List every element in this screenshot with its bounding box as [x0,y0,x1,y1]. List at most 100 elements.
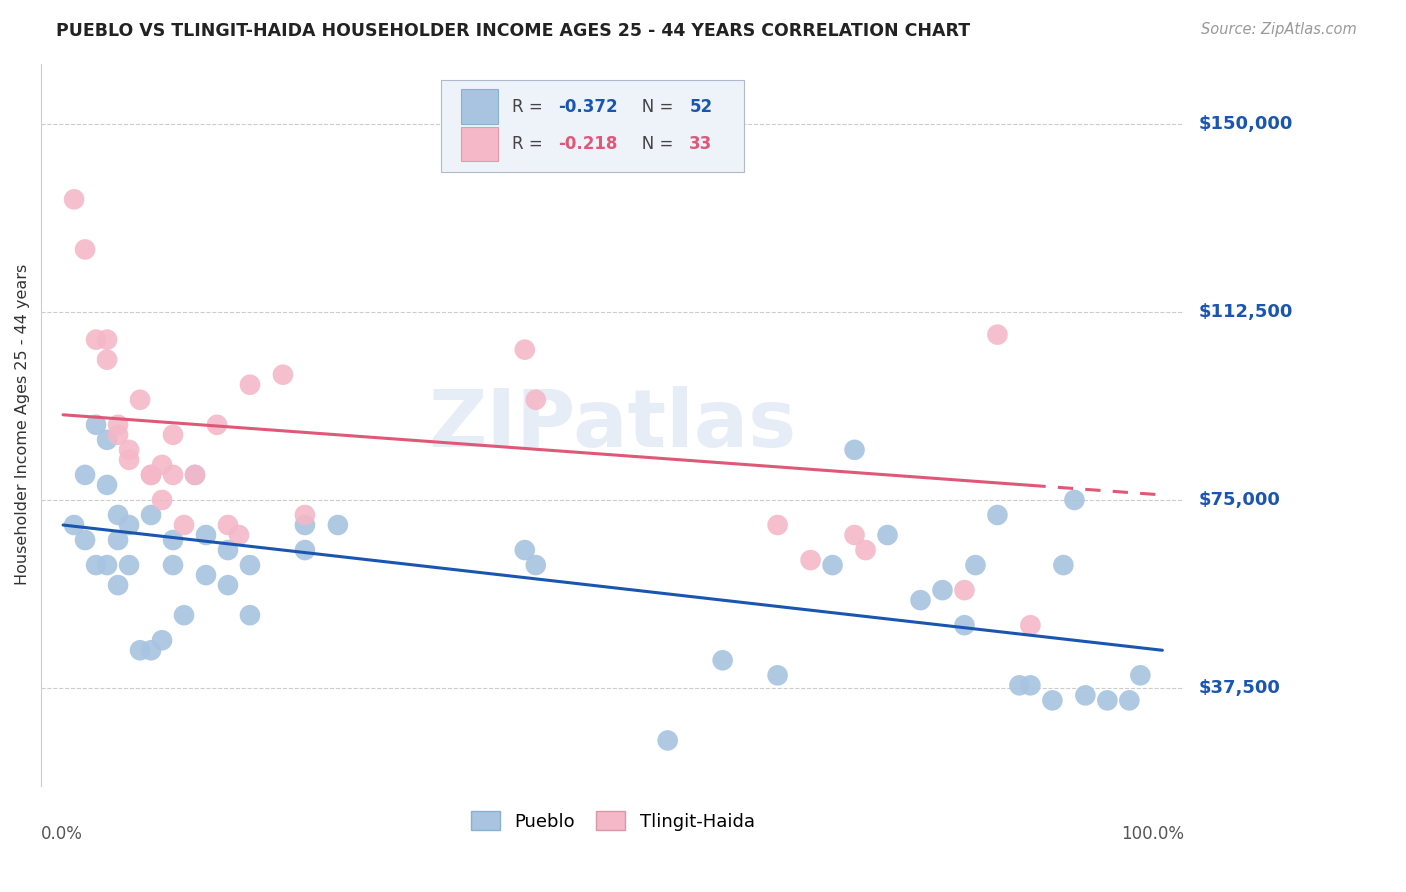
Point [107,578,129,592]
Point [173,518,195,533]
Point [294,508,316,522]
Point [1052,558,1074,573]
Point [876,528,898,542]
Point [139,508,162,522]
Text: $75,000: $75,000 [1198,491,1279,509]
Point [150,633,173,648]
Point [75,533,97,547]
Point [75,243,97,257]
Point [96,352,118,367]
Point [271,368,294,382]
Point [986,508,1008,522]
Point [1097,693,1119,707]
Point [294,543,316,558]
Point [844,528,866,542]
Point [657,733,679,747]
Point [150,492,173,507]
Point [84,333,107,347]
Point [965,558,987,573]
Point [294,518,316,533]
Point [1019,618,1042,632]
Point [107,427,129,442]
Text: $112,500: $112,500 [1198,303,1292,321]
Point [195,528,218,542]
Text: N =: N = [627,136,679,153]
Point [239,558,262,573]
Point [986,327,1008,342]
Point [1008,678,1031,692]
Point [139,467,162,482]
Point [162,558,184,573]
Point [118,442,141,457]
Point [217,543,239,558]
Point [217,518,239,533]
Point [844,442,866,457]
Text: R =: R = [512,136,548,153]
Point [205,417,228,432]
Point [1074,689,1097,703]
Text: 100.0%: 100.0% [1122,825,1184,843]
Point [1129,668,1152,682]
Point [162,533,184,547]
Point [1118,693,1140,707]
Point [1042,693,1064,707]
FancyBboxPatch shape [461,89,498,124]
Point [1063,492,1085,507]
Point [118,453,141,467]
Point [107,533,129,547]
Point [63,518,86,533]
Point [150,458,173,472]
Point [524,558,547,573]
Point [239,608,262,623]
Point [75,467,97,482]
Point [855,543,877,558]
Text: $150,000: $150,000 [1198,115,1292,133]
Point [1019,678,1042,692]
Point [800,553,823,567]
Point [513,343,536,357]
Text: 0.0%: 0.0% [41,825,83,843]
Point [184,467,207,482]
Point [63,192,86,206]
FancyBboxPatch shape [441,80,744,172]
Point [239,377,262,392]
Point [217,578,239,592]
Point [766,668,789,682]
Point [96,433,118,447]
Point [129,392,152,407]
Legend: Pueblo, Tlingit-Haida: Pueblo, Tlingit-Haida [464,804,762,838]
Point [931,583,953,598]
FancyBboxPatch shape [461,127,498,161]
Text: $37,500: $37,500 [1198,679,1279,697]
Point [96,333,118,347]
Text: ZIPatlas: ZIPatlas [429,386,797,464]
Point [139,643,162,657]
Point [96,478,118,492]
Point [766,518,789,533]
Point [326,518,349,533]
Point [228,528,250,542]
Point [84,417,107,432]
Point [195,568,218,582]
Text: -0.218: -0.218 [558,136,617,153]
Point [711,653,734,667]
Text: Source: ZipAtlas.com: Source: ZipAtlas.com [1201,22,1357,37]
Point [107,417,129,432]
Point [513,543,536,558]
Point [953,583,976,598]
Text: -0.372: -0.372 [558,97,617,116]
Point [162,467,184,482]
Point [139,467,162,482]
Point [84,558,107,573]
Point [953,618,976,632]
Point [524,392,547,407]
Point [118,518,141,533]
Text: R =: R = [512,97,548,116]
Text: 52: 52 [689,97,713,116]
Point [162,427,184,442]
Y-axis label: Householder Income Ages 25 - 44 years: Householder Income Ages 25 - 44 years [15,264,30,585]
Text: 33: 33 [689,136,713,153]
Point [118,558,141,573]
Point [129,643,152,657]
Point [821,558,844,573]
